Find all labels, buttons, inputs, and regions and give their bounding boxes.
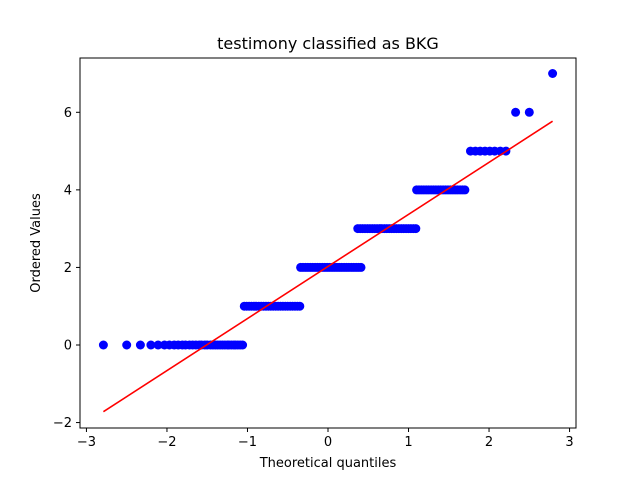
y-tick-label: 6 <box>64 106 72 121</box>
x-tick-label: −2 <box>157 435 176 450</box>
data-point <box>524 107 534 117</box>
data-point <box>146 340 156 350</box>
data-point <box>295 301 305 311</box>
data-point <box>411 224 421 234</box>
data-point <box>98 340 108 350</box>
plot-area <box>98 69 558 413</box>
axes-frame <box>79 57 577 429</box>
data-point <box>460 185 470 195</box>
fit-line <box>102 120 554 413</box>
y-axis-label: Ordered Values <box>29 193 44 293</box>
y-tick-label: 0 <box>64 339 72 354</box>
data-point <box>135 340 145 350</box>
chart-title: testimony classified as BKG <box>217 34 439 53</box>
y-tick-label: −2 <box>53 416 72 431</box>
x-tick-label: −3 <box>77 435 96 450</box>
data-point <box>511 107 521 117</box>
axis-ticks: −3 −2 −1 0 1 2 3 −2 0 2 4 6 <box>53 106 574 450</box>
x-tick-label: 1 <box>404 435 412 450</box>
data-point <box>153 340 163 350</box>
data-point <box>356 262 366 272</box>
y-tick-label: 4 <box>64 183 72 198</box>
x-tick-label: −1 <box>238 435 257 450</box>
x-tick-label: 2 <box>485 435 493 450</box>
x-axis-label: Theoretical quantiles <box>259 456 397 471</box>
y-tick-label: 2 <box>64 261 72 276</box>
data-point <box>238 340 248 350</box>
x-tick-label: 0 <box>324 435 332 450</box>
data-point <box>122 340 132 350</box>
x-tick-label: 3 <box>565 435 573 450</box>
data-point <box>548 69 558 78</box>
